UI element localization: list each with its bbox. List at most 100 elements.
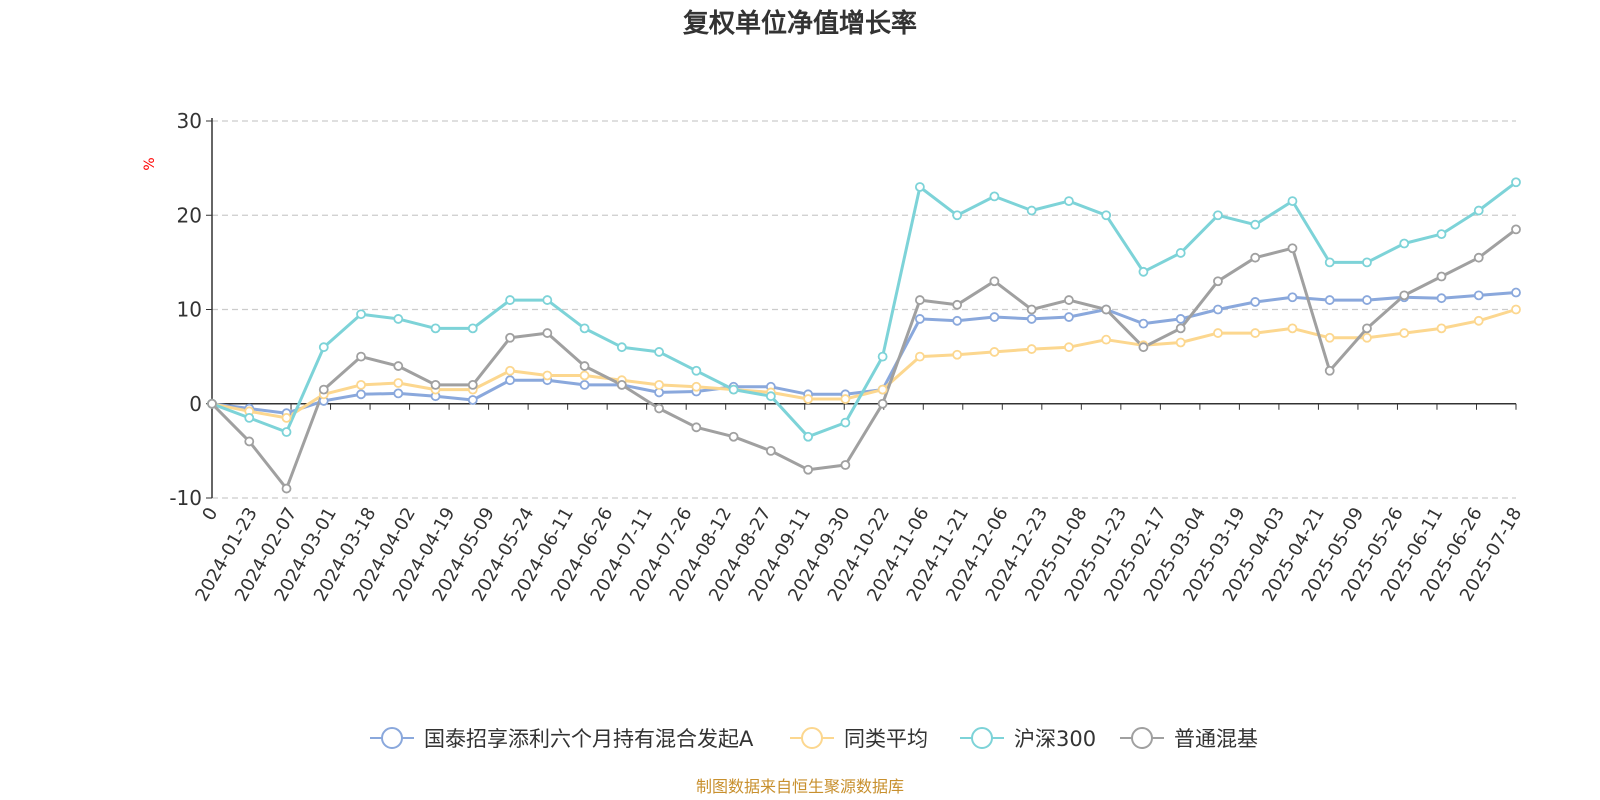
data-point <box>1026 314 1037 324</box>
data-point <box>1064 196 1074 207</box>
data-point <box>989 191 1000 202</box>
data-point <box>1324 332 1335 343</box>
data-point <box>952 299 963 310</box>
data-point <box>989 312 1000 322</box>
data-point <box>728 384 739 395</box>
data-point <box>914 182 925 192</box>
data-point <box>765 445 776 456</box>
data-point <box>393 388 404 399</box>
data-point <box>505 375 515 386</box>
data-point <box>616 379 627 390</box>
data-point <box>244 412 255 423</box>
data-point <box>1436 323 1447 334</box>
data-point <box>952 210 963 221</box>
data-point <box>1026 304 1037 315</box>
data-point <box>505 295 515 305</box>
data-point <box>579 379 590 390</box>
data-point <box>281 427 292 437</box>
data-point <box>1250 219 1261 230</box>
data-point <box>467 323 478 334</box>
data-point <box>654 379 664 390</box>
data-point <box>691 365 702 376</box>
data-point <box>1362 295 1372 305</box>
data-point <box>1026 344 1037 354</box>
legend-swatch-marker <box>801 727 823 749</box>
data-point <box>1362 332 1372 343</box>
legend-swatch-marker <box>971 727 993 749</box>
data-point <box>1287 196 1298 207</box>
data-point <box>654 347 664 357</box>
data-point <box>1175 337 1186 348</box>
y-axis-unit: % <box>142 157 158 170</box>
data-point <box>1473 315 1484 326</box>
data-point <box>1287 243 1298 254</box>
data-point <box>1250 297 1261 307</box>
data-point <box>542 328 553 338</box>
data-point <box>579 370 590 381</box>
legend-label: 沪深300 <box>1014 727 1096 751</box>
data-point <box>1324 365 1335 376</box>
data-point <box>505 365 515 376</box>
series-line-2 <box>211 308 1517 420</box>
data-point <box>840 460 851 470</box>
data-point <box>1101 210 1112 221</box>
data-point <box>877 398 888 409</box>
data-point <box>1473 290 1484 301</box>
data-point <box>1213 276 1223 287</box>
legend-swatch-marker <box>1131 727 1153 749</box>
data-point <box>1213 304 1223 315</box>
data-point <box>1213 210 1223 221</box>
data-point <box>1101 304 1112 315</box>
y-tick-label: -10 <box>169 486 202 510</box>
data-point <box>654 403 664 414</box>
data-point <box>691 422 702 433</box>
data-point <box>467 379 478 390</box>
data-point <box>803 464 814 475</box>
data-point <box>1324 257 1335 268</box>
data-point <box>1399 290 1410 301</box>
data-point <box>542 295 553 305</box>
legend: 国泰招享添利六个月持有混合发起A 同类平均 沪深300 普通混基 <box>370 727 1258 751</box>
data-point <box>1511 304 1521 315</box>
data-point <box>1287 323 1298 334</box>
data-point <box>393 314 404 324</box>
data-point <box>877 351 888 362</box>
data-point <box>1138 342 1149 353</box>
data-point <box>803 431 814 442</box>
grid-lines <box>212 120 1516 499</box>
data-point <box>952 315 963 326</box>
y-tick-label: 20 <box>177 203 202 227</box>
data-point <box>579 361 590 371</box>
data-point <box>505 332 515 343</box>
axes: -10010203002024-01-232024-02-072024-03-0… <box>169 109 1526 605</box>
chart-title: 复权单位净值增长率 <box>683 8 917 39</box>
data-point <box>1436 271 1447 282</box>
data-point <box>244 436 255 447</box>
data-point <box>356 389 366 400</box>
legend-label: 国泰招享添利六个月持有混合发起A <box>424 727 754 751</box>
data-point <box>430 379 441 390</box>
data-point <box>1175 314 1186 324</box>
data-point <box>1250 328 1261 338</box>
legend-label: 同类平均 <box>844 727 928 751</box>
data-point <box>393 378 404 388</box>
data-point <box>1436 229 1447 240</box>
data-point <box>1064 295 1074 305</box>
data-point <box>430 323 441 334</box>
data-point <box>1399 328 1410 338</box>
y-tick-label: 10 <box>177 298 202 322</box>
data-point <box>914 351 925 362</box>
series-markers <box>207 177 1521 494</box>
data-point <box>1138 318 1149 329</box>
data-point <box>1026 205 1037 216</box>
data-point <box>1511 177 1521 188</box>
data-point <box>1138 266 1149 277</box>
legend-swatch-marker <box>381 727 403 749</box>
data-point <box>318 384 329 395</box>
data-point <box>914 295 925 305</box>
y-tick-label: 30 <box>177 109 202 133</box>
data-point <box>1287 292 1298 303</box>
data-point <box>840 394 851 404</box>
y-tick-label: 0 <box>189 392 202 416</box>
